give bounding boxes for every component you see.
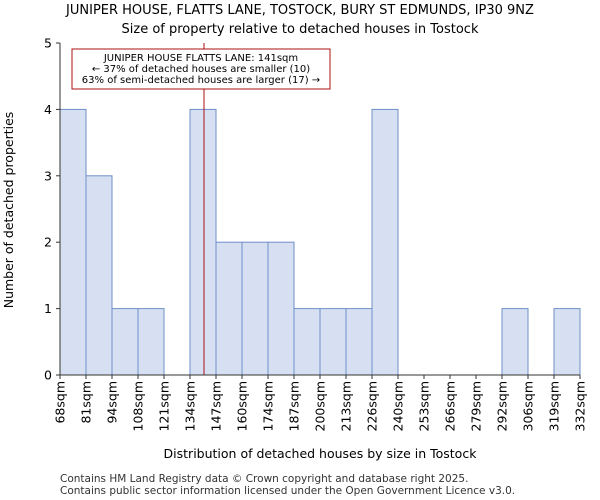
annotation-line-3: 63% of semi-detached houses are larger (…: [82, 75, 320, 86]
bar: [85, 175, 113, 376]
x-tick-label: 134sqm: [183, 381, 198, 431]
x-tick-label: 292sqm: [495, 381, 510, 431]
x-axis-label: Distribution of detached houses by size …: [164, 446, 478, 461]
x-tick-label: 147sqm: [209, 381, 224, 431]
annotation-frame: [71, 48, 331, 90]
bar: [111, 308, 139, 376]
x-tick-label: 253sqm: [417, 381, 432, 431]
bar: [345, 308, 373, 376]
x-tick-label: 279sqm: [469, 381, 484, 431]
x-tick-label: 81sqm: [79, 381, 94, 424]
y-tick-label: 0: [44, 368, 52, 383]
annotation-line-2: ← 37% of detached houses are smaller (10…: [92, 64, 310, 75]
x-tick-label: 160sqm: [235, 381, 250, 431]
x-tick-label: 187sqm: [287, 381, 302, 431]
bar: [553, 308, 581, 376]
x-tick-label: 94sqm: [105, 381, 120, 424]
bar: [293, 308, 321, 376]
x-tick-label: 226sqm: [365, 381, 380, 431]
bar: [267, 241, 295, 376]
footer-line-1: Contains HM Land Registry data © Crown c…: [60, 473, 469, 485]
x-tick-label: 306sqm: [521, 381, 536, 431]
x-tick-label: 121sqm: [157, 381, 172, 431]
x-tick-label: 319sqm: [547, 381, 562, 431]
bar: [319, 308, 347, 376]
bar: [371, 108, 399, 376]
x-tick-label: 108sqm: [131, 381, 146, 431]
bar: [137, 308, 165, 376]
bars-group: [59, 108, 581, 376]
x-tick-label: 332sqm: [573, 381, 588, 431]
x-tick-label: 174sqm: [261, 381, 276, 431]
x-ticks-group: 68sqm 81sqm 94sqm 108sqm 121sqm 134sqm 147sqm 1…: [53, 375, 588, 431]
x-tick-label: 200sqm: [313, 381, 328, 431]
footer-line-2: Contains public sector information licen…: [60, 485, 516, 497]
y-tick-label: 2: [44, 235, 52, 250]
bar: [241, 241, 269, 376]
x-tick-label: 240sqm: [391, 381, 406, 431]
x-tick-label: 68sqm: [53, 381, 68, 424]
y-tick-label: 4: [44, 102, 52, 117]
bar: [59, 108, 87, 376]
bar: [501, 308, 529, 376]
annotation-box: JUNIPER HOUSE FLATTS LANE: 141sqm ← 37% …: [71, 48, 331, 90]
bar: [189, 108, 217, 376]
bar: [215, 241, 243, 376]
y-tick-label: 3: [44, 168, 52, 183]
annotation-line-1: JUNIPER HOUSE FLATTS LANE: 141sqm: [103, 53, 298, 64]
y-tick-label: 5: [44, 36, 52, 51]
y-ticks-group: 0 1 2 3 4 5: [44, 36, 60, 383]
x-tick-label: 213sqm: [339, 381, 354, 431]
x-tick-label: 266sqm: [443, 381, 458, 431]
y-tick-label: 1: [44, 301, 52, 316]
chart-title: JUNIPER HOUSE, FLATTS LANE, TOSTOCK, BUR…: [65, 3, 534, 18]
y-axis-label: Number of detached properties: [1, 112, 16, 309]
chart-subtitle: Size of property relative to detached ho…: [122, 22, 479, 37]
